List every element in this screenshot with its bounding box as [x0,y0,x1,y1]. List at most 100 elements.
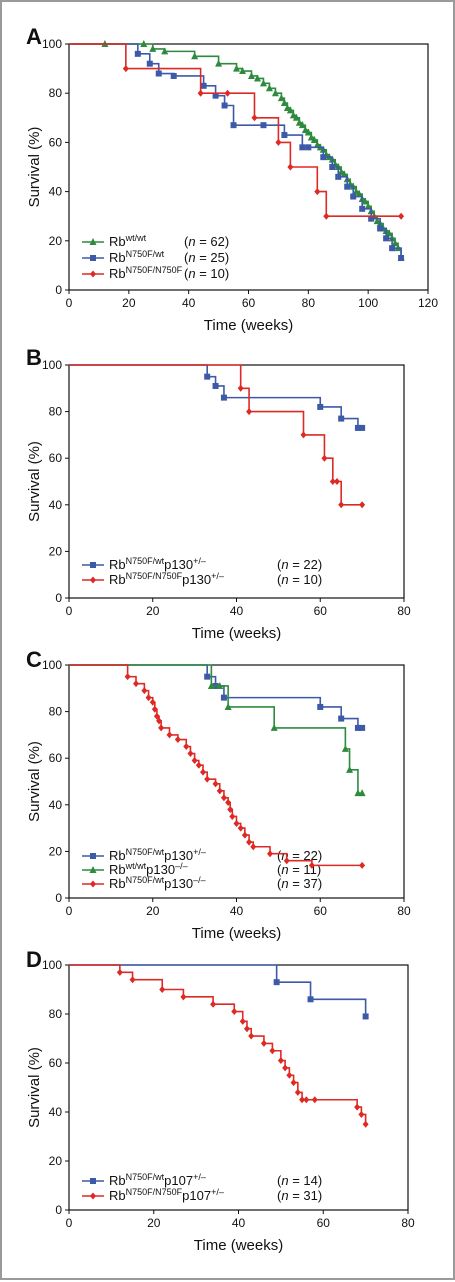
data-point [215,59,223,67]
x-axis-title: Time (weeks) [192,625,281,642]
legend-n-label: (n = 31) [277,1188,322,1203]
panel-a: A 0 20 40 60 80 100 120 0 20 40 60 80 100 Time (weeks)… [26,24,438,334]
data-point [224,702,232,710]
legend-marker [89,866,97,873]
data-point [391,239,399,247]
data-point [200,82,207,89]
x-tick-label: 80 [302,296,316,310]
legend-marker [90,1192,96,1200]
x-axis-title: Time (weeks) [194,1237,283,1254]
series-line [69,664,363,729]
y-tick-label: 40 [49,185,63,199]
x-tick-label: 60 [314,604,328,618]
y-tick-label: 80 [49,1007,63,1021]
y-axis-title: Survival (%) [26,741,43,822]
x-tick-label: 20 [146,604,160,618]
data-point [140,40,148,47]
legend-label: Rbwt/wt [109,233,147,249]
data-point [277,94,285,102]
data-point [338,415,345,422]
data-point [385,229,393,237]
y-axis-title: Survival (%) [26,127,43,208]
data-point [122,65,129,73]
legend-n-label: (n = 62) [184,234,229,249]
panel-b: B 0 20 40 60 80 0 20 40 60 80 100 Time (weeks) Surviv… [26,345,411,642]
data-point [281,132,288,139]
data-point [350,193,357,200]
legend-marker [90,576,96,584]
data-point [212,780,219,788]
data-point [273,979,280,986]
x-tick-label: 40 [182,296,196,310]
x-tick-label: 20 [146,904,160,918]
y-tick-label: 40 [49,498,63,512]
series-line [69,964,367,1125]
legend-n-label: (n = 22) [277,557,322,572]
data-point [259,79,267,87]
x-tick-label: 20 [147,1216,161,1230]
y-tick-label: 40 [49,798,63,812]
data-point [146,60,153,67]
data-point [191,757,198,765]
data-point [149,44,157,52]
y-tick-label: 60 [49,135,63,149]
data-point [246,838,253,846]
data-point [299,144,306,151]
panel-c: C 0 20 40 60 80 0 20 40 60 80 100 Time (weeks) Surviv… [26,647,411,942]
data-point [204,373,211,380]
data-point [230,122,237,129]
x-tick-label: 60 [317,1216,331,1230]
data-point [364,202,372,210]
x-tick-label: 0 [66,296,73,310]
data-point [283,857,290,865]
series-line [69,43,402,259]
data-point [287,163,294,171]
legend-marker [90,853,96,859]
data-point [344,183,351,190]
data-point [247,71,255,79]
y-tick-label: 0 [55,891,62,905]
data-point [340,170,348,178]
data-point [321,454,328,462]
legend-label: RbN750F/wtp130+/– [109,556,206,572]
data-point [207,681,215,689]
data-point [368,215,375,222]
data-point [212,382,219,389]
data-point [354,1103,361,1111]
panel-d: D 0 20 40 60 80 0 20 40 60 80 100 Time (weeks) Surviv… [26,947,415,1254]
data-point [310,135,318,143]
data-point [212,92,219,99]
data-point [346,765,354,773]
data-point [359,205,366,212]
data-point [204,775,211,783]
legend-label: RbN750F/N750Fp130+/– [109,571,224,587]
x-tick-label: 0 [66,904,73,918]
data-point [290,1079,297,1087]
legend-n-label: (n = 22) [277,848,322,863]
data-point [116,968,123,976]
data-point [389,245,396,252]
data-point [197,89,204,97]
data-point [243,1025,250,1033]
series-line [69,43,402,259]
data-point [231,1008,238,1016]
data-point [398,255,405,262]
data-point [341,744,349,752]
y-tick-label: 100 [42,37,62,51]
data-point [300,431,307,439]
data-point [210,1000,217,1008]
y-tick-label: 100 [42,658,62,672]
data-point [170,72,177,79]
legend-marker [90,1178,96,1184]
data-point [187,750,194,758]
data-point [200,768,206,776]
data-point [233,819,240,827]
data-point [323,212,330,220]
data-point [359,861,366,869]
data-point [298,121,306,129]
data-point [204,673,211,680]
data-point [260,122,267,129]
y-tick-label: 40 [49,1105,63,1119]
data-point [355,190,363,198]
legend-marker [90,255,96,261]
